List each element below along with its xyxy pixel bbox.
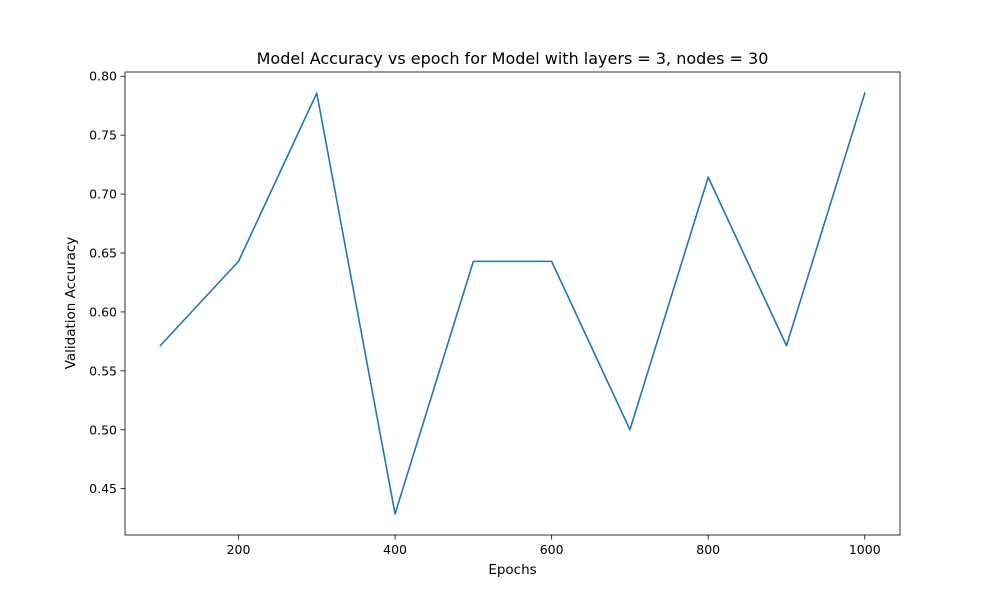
chart-title: Model Accuracy vs epoch for Model with l… [257,49,769,68]
x-axis-label: Epochs [488,562,536,578]
x-tick-label: 600 [540,542,564,557]
y-tick-label: 0.80 [89,69,117,84]
series-group [159,92,866,515]
x-tick-label: 1000 [849,542,881,557]
y-tick-label: 0.70 [89,187,117,202]
series-line-0 [159,92,866,515]
x-tick-label: 800 [696,542,720,557]
y-tick-label: 0.55 [89,363,117,378]
y-tick-label: 0.50 [89,422,117,437]
y-tick-label: 0.45 [89,481,117,496]
plot-area [124,71,901,536]
y-tick-label: 0.60 [89,304,117,319]
y-tick-label: 0.75 [89,128,117,143]
y-axis-ticks: 0.45 0.50 0.55 0.60 0.65 0.70 0.75 0.80 [89,69,125,496]
x-tick-label: 200 [227,542,251,557]
plot-frame [124,71,901,536]
x-axis-ticks: 200 400 600 800 1000 [227,535,881,557]
x-tick-label: 400 [383,542,407,557]
y-tick-label: 0.65 [89,246,117,261]
y-axis-label: Validation Accuracy [63,237,79,370]
